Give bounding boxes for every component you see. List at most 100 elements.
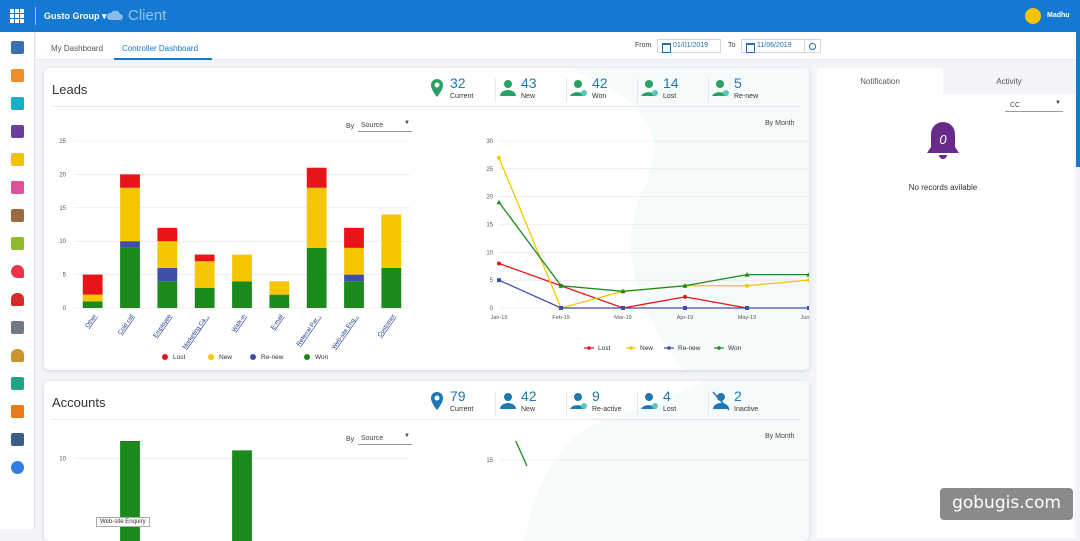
tasks-icon[interactable] [11, 181, 24, 194]
bar-segment-won [306, 247, 327, 308]
chevron-down-icon: ▼ [404, 120, 410, 126]
legend-marker [717, 346, 721, 350]
alerts-icon[interactable] [11, 349, 24, 362]
accounts-card: Accounts 79 Current 42 New 9 Re-active 4… [44, 381, 809, 541]
tab-my-dashboard[interactable]: My Dashboard [51, 44, 104, 53]
notification-filter-select[interactable]: CC ▼ [1005, 100, 1063, 112]
data-point [558, 283, 564, 288]
to-date-input[interactable]: 11/06/2019 [741, 39, 805, 53]
invoices-icon[interactable] [11, 237, 24, 250]
user-minus-icon [641, 80, 658, 96]
contacts-icon[interactable] [11, 125, 24, 138]
leads-title: Leads [52, 82, 88, 97]
user-refresh-icon [570, 393, 587, 409]
by-month-label: By Month [765, 433, 795, 440]
stat-label: Re-new [734, 93, 759, 100]
y-tick-label: 15 [59, 206, 66, 212]
stat-inactive[interactable]: 2 Inactive [708, 387, 783, 419]
documents-icon[interactable] [11, 153, 24, 166]
user-name[interactable]: Madhu [1047, 12, 1070, 19]
stat-label: New [521, 406, 536, 413]
user-minus-icon [641, 393, 658, 409]
y-tick-label: 0 [490, 306, 494, 312]
stat-new[interactable]: 42 New [495, 387, 570, 419]
product-name: Client [128, 7, 167, 24]
divider [566, 78, 567, 102]
y-tick-label: 25 [59, 139, 66, 145]
bar-segment-new [82, 294, 103, 302]
stat-current[interactable]: 79 Current [424, 387, 499, 419]
stat-lost[interactable]: 4 Lost [637, 387, 712, 419]
tab-activity[interactable]: Activity [996, 77, 1022, 86]
chart-tooltip: Web-site Enquiry [96, 517, 150, 527]
stat-renew[interactable]: 5 Re-new [708, 74, 783, 106]
source-select[interactable]: Source ▼ [358, 120, 412, 132]
calendar-icon[interactable] [11, 405, 24, 418]
bar-segment-new [232, 254, 252, 282]
accounts-icon[interactable] [11, 97, 24, 110]
bar-segment-won [120, 442, 140, 541]
bar-segment-new [194, 261, 215, 288]
x-tick-label: Cold call [118, 314, 136, 336]
vehicle-icon[interactable] [11, 293, 24, 306]
bar-segment-won [120, 247, 140, 308]
y-tick-label: 5 [490, 278, 494, 284]
user-refresh-icon [712, 80, 729, 96]
select-value: Source [361, 122, 384, 129]
tab-notification[interactable]: Notification [817, 68, 943, 94]
stat-label: Current [450, 93, 474, 100]
x-tick-label: Apr-19 [677, 315, 694, 321]
apps-grid-icon[interactable] [10, 9, 24, 23]
sidebar [0, 32, 35, 529]
legend-label: Re-new [678, 345, 701, 352]
data-point [806, 272, 809, 277]
active-tab-indicator [114, 58, 212, 60]
x-tick-label: Mar-19 [614, 315, 631, 321]
tab-controller-dashboard[interactable]: Controller Dashboard [122, 44, 199, 53]
stat-won[interactable]: 42 Won [566, 74, 641, 106]
stat-label: Won [592, 93, 607, 100]
stat-lost[interactable]: 14 Lost [637, 74, 712, 106]
printer-icon[interactable] [11, 321, 24, 334]
dashboard-icon[interactable] [11, 41, 24, 54]
x-tick-label: E-mail [270, 314, 285, 331]
stat-reactive[interactable]: 9 Re-active [566, 387, 641, 419]
stat-value: 43 [521, 75, 537, 91]
stat-label: New [521, 93, 536, 100]
leads-icon[interactable] [11, 69, 24, 82]
products-icon[interactable] [11, 209, 24, 222]
org-selector[interactable]: Gusto Group ▾ [44, 11, 107, 21]
from-date-input[interactable]: 01/01/2019 [657, 39, 721, 53]
x-tick-label: Web-site Enq... [331, 313, 360, 350]
legend-label: Lost [598, 345, 610, 352]
avatar[interactable] [1025, 8, 1041, 24]
campaigns-icon[interactable] [11, 265, 24, 278]
data-point [682, 283, 688, 288]
bar-segment-lost [120, 174, 140, 188]
bar-segment-won [232, 450, 252, 541]
legend-marker [587, 346, 591, 350]
y-tick-label: 20 [486, 195, 493, 201]
legend-label: Lost [173, 354, 185, 361]
bar-segment-re-new [120, 241, 140, 248]
stat-value: 5 [734, 75, 742, 91]
source-select[interactable]: Source ▼ [358, 433, 412, 445]
data-point [559, 306, 563, 310]
chat-icon[interactable] [11, 461, 24, 474]
scrollbar[interactable] [1076, 32, 1080, 167]
stat-new[interactable]: 43 New [495, 74, 570, 106]
stat-current[interactable]: 32 Current [424, 74, 499, 106]
divider [35, 7, 36, 25]
legend-label: New [219, 354, 232, 361]
search-button[interactable] [805, 39, 821, 53]
notes-icon[interactable] [11, 433, 24, 446]
legend-marker [667, 346, 671, 350]
user-icon [500, 80, 516, 96]
data-point [497, 278, 501, 283]
divider [495, 78, 496, 102]
reports-icon[interactable] [11, 377, 24, 390]
by-label: By [346, 123, 355, 130]
user-check-icon [570, 80, 587, 96]
